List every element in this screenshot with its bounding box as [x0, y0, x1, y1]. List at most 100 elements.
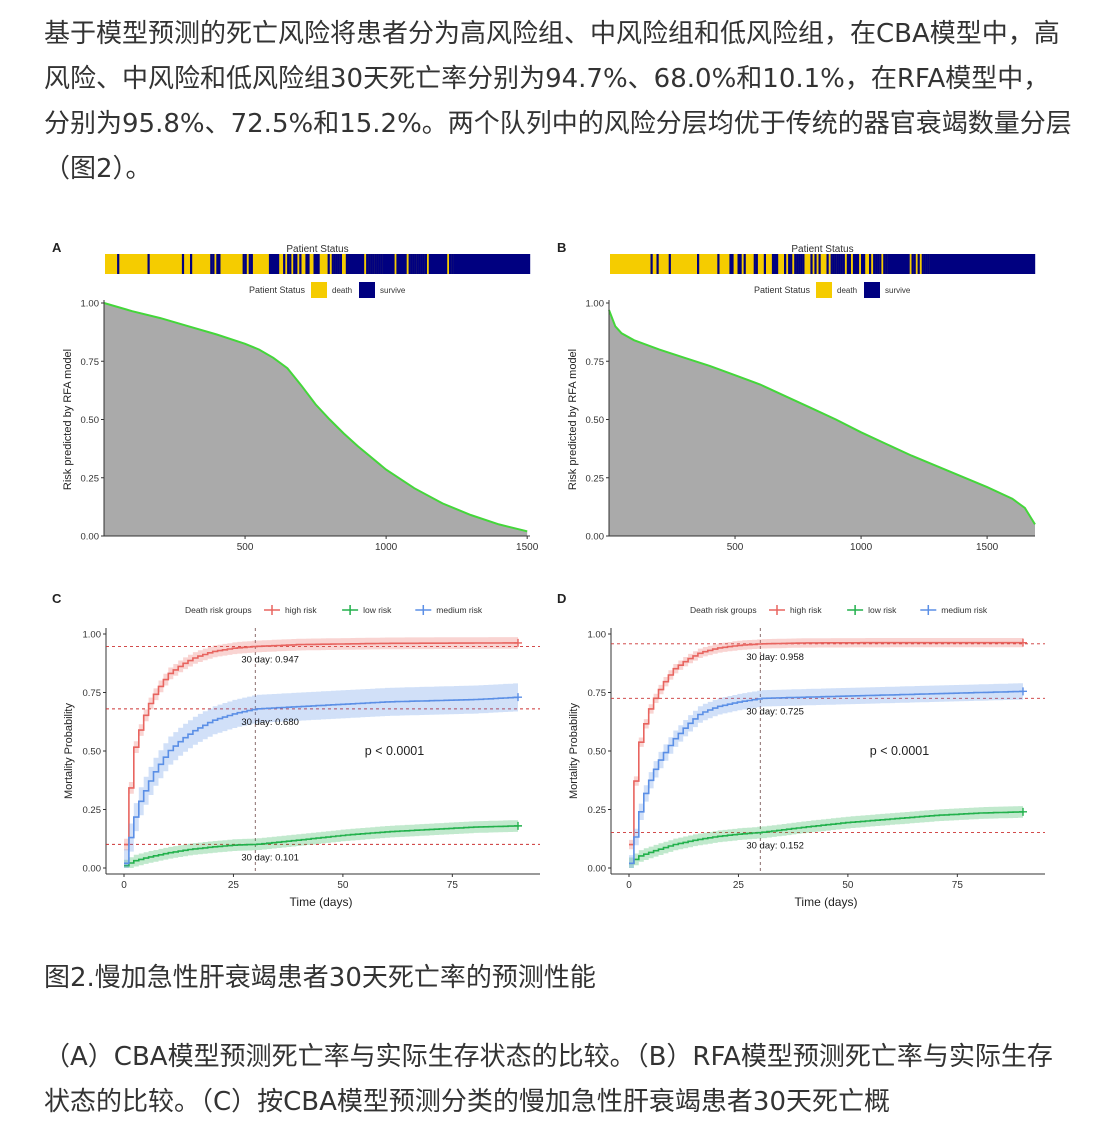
panel-a-risk-chart: A Patient Status Patient Status death surviv… — [52, 240, 539, 553]
status-tick — [273, 254, 276, 274]
status-survive-block — [453, 254, 530, 274]
status-tick — [869, 254, 872, 274]
censor-mark — [1019, 687, 1027, 696]
status-tick — [798, 254, 801, 274]
panel-letter: B — [557, 240, 566, 255]
legend-death-label: death — [332, 286, 352, 295]
y-tick-label: 1.00 — [586, 299, 605, 310]
legend-survive-label: survive — [380, 286, 406, 295]
status-tick — [390, 254, 393, 274]
status-tick — [842, 254, 845, 274]
status-tick — [345, 254, 348, 274]
censor-mark — [514, 693, 522, 702]
legend-label-high-risk: high risk — [790, 605, 822, 615]
status-tick — [333, 254, 336, 274]
status-tick — [877, 254, 880, 274]
status-tick — [374, 254, 377, 274]
y-tick-label: 0.50 — [83, 747, 102, 758]
status-tick — [190, 254, 193, 274]
status-tick — [899, 254, 902, 274]
y-tick-label: 0.75 — [586, 357, 605, 368]
curve-medium-risk — [629, 690, 1024, 865]
status-tick — [384, 254, 387, 274]
status-tick — [755, 254, 758, 274]
status-tick — [668, 254, 671, 274]
status-tick — [921, 254, 924, 274]
ci-band-medium-risk — [124, 683, 518, 868]
status-tick — [366, 254, 369, 274]
y-tick-label: 1.00 — [81, 299, 100, 310]
status-tick — [275, 254, 278, 274]
status-tick — [351, 254, 355, 274]
status-tick — [337, 254, 340, 274]
x-tick-label: 500 — [727, 542, 744, 553]
status-tick — [250, 254, 253, 274]
status-tick — [897, 254, 900, 274]
legend-survive-swatch — [864, 282, 880, 298]
status-tick — [737, 254, 740, 274]
status-tick — [117, 254, 120, 274]
y-axis-label: Mortality Probability — [63, 703, 75, 799]
x-tick-label: 1500 — [976, 542, 999, 553]
status-tick — [927, 254, 930, 274]
status-tick — [802, 254, 805, 274]
status-legend-title: Patient Status — [754, 285, 811, 295]
status-tick — [771, 254, 775, 274]
status-tick — [891, 254, 894, 274]
legend-label-low-risk: low risk — [363, 605, 392, 615]
y-tick-label: 0.75 — [81, 357, 100, 368]
x-tick-label: 50 — [842, 880, 854, 891]
status-tick — [856, 254, 860, 274]
risk-curve — [608, 309, 1036, 525]
x-tick-label: 75 — [952, 880, 964, 891]
status-tick — [832, 254, 835, 274]
status-tick — [925, 254, 928, 274]
legend-death-swatch — [816, 282, 832, 298]
status-tick — [840, 254, 843, 274]
status-tick — [852, 254, 856, 274]
y-tick-label: 0.00 — [588, 864, 607, 875]
status-tick — [268, 254, 272, 274]
y-tick-label: 0.75 — [83, 688, 102, 699]
x-tick-label: 1000 — [850, 542, 873, 553]
y-axis-label: Mortality Probability — [568, 703, 580, 799]
status-tick — [293, 254, 296, 274]
x-tick-label: 0 — [626, 880, 632, 891]
day-30-label-medium-risk: 30 day: 0.680 — [241, 717, 299, 728]
status-tick — [731, 254, 734, 274]
status-tick — [402, 254, 405, 274]
status-tick — [838, 254, 841, 274]
status-tick — [370, 254, 373, 274]
status-tick — [382, 254, 385, 274]
status-survive-block — [933, 254, 1035, 274]
status-tick — [398, 254, 401, 274]
status-tick — [776, 254, 779, 274]
day-30-label-low-risk: 30 day: 0.101 — [241, 852, 299, 863]
status-tick — [893, 254, 896, 274]
status-tick — [451, 254, 454, 274]
status-tick — [212, 254, 215, 274]
x-axis-label: Time (days) — [795, 895, 858, 909]
status-tick — [380, 254, 383, 274]
x-tick-label: 25 — [228, 880, 240, 891]
status-tick — [305, 254, 308, 274]
status-tick — [788, 254, 791, 274]
p-value-label: p < 0.0001 — [365, 744, 424, 758]
y-tick-label: 0.00 — [586, 532, 605, 543]
status-tick — [317, 254, 320, 274]
status-tick — [907, 254, 910, 274]
censor-mark — [1019, 807, 1027, 816]
curve-high-risk — [124, 642, 518, 846]
status-tick — [438, 254, 442, 274]
risk-curve — [103, 302, 528, 533]
status-tick — [181, 254, 185, 274]
status-tick — [656, 254, 659, 274]
legend-survive-swatch — [359, 282, 375, 298]
panel-letter: A — [52, 240, 62, 255]
status-tick — [271, 254, 274, 274]
status-tick — [790, 254, 793, 274]
censor-mark — [514, 821, 522, 830]
status-tick — [216, 254, 219, 274]
x-tick-label: 0 — [121, 880, 127, 891]
status-tick — [889, 254, 892, 274]
